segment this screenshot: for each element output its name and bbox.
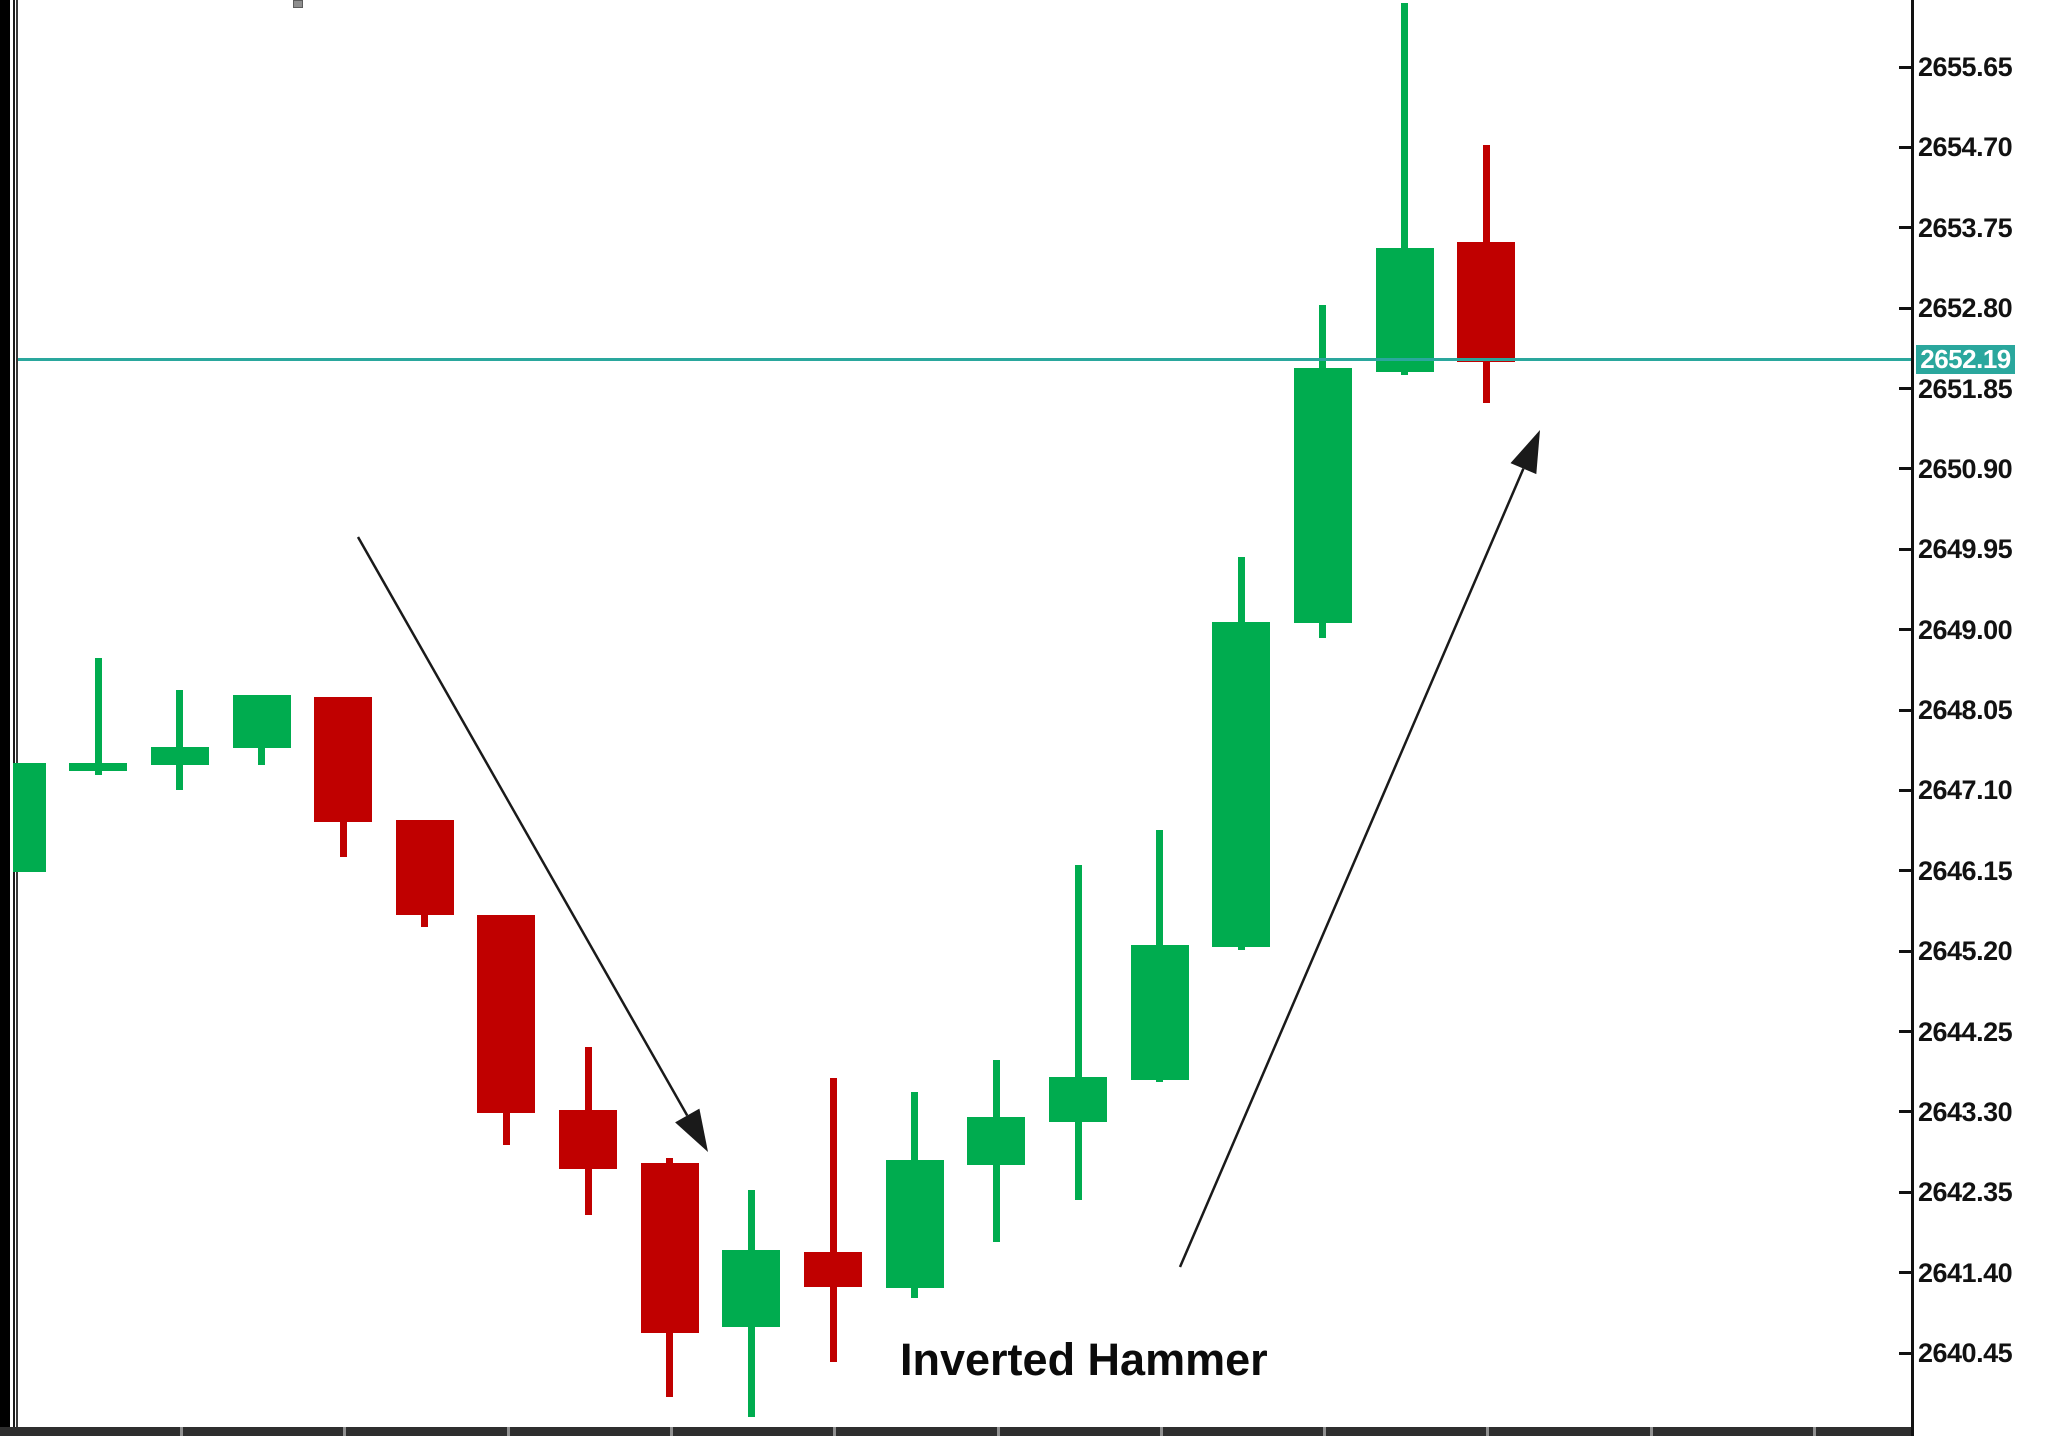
price-tick-dash	[1899, 226, 1912, 230]
uptrend-arrow-line	[1178, 468, 1525, 1268]
price-tick-label: 2654.70	[1918, 132, 2013, 163]
candle-body	[232, 694, 291, 749]
price-tick-dash	[1899, 1110, 1912, 1114]
chart-left-border-bar	[0, 0, 10, 1436]
price-tick-dash	[1899, 788, 1912, 792]
pattern-annotation-label: Inverted Hammer	[900, 1334, 1268, 1385]
candle-wick	[13, 763, 20, 872]
candle-body	[1457, 242, 1516, 363]
price-tick-dash	[1899, 1271, 1912, 1275]
candle-body	[314, 697, 373, 822]
chart-left-border-line-inner	[16, 0, 18, 1436]
candle-body	[559, 1110, 618, 1169]
uptrend-arrow-head	[1510, 430, 1540, 475]
price-tick-dash	[1899, 145, 1912, 149]
current-price-tag: 2652.19	[1916, 344, 2015, 375]
time-axis-notch	[1159, 1427, 1163, 1436]
candle-body	[477, 914, 536, 1113]
time-axis-notch	[343, 1427, 347, 1436]
price-tick-dash	[1899, 467, 1912, 471]
price-tick-label: 2641.40	[1918, 1257, 2013, 1288]
time-axis-notch	[996, 1427, 1000, 1436]
price-tick-label: 2649.00	[1918, 614, 2013, 645]
price-tick-label: 2646.15	[1918, 855, 2013, 886]
price-tick-dash	[1899, 1351, 1912, 1355]
price-tick-dash	[1899, 1030, 1912, 1033]
time-axis-notch	[1649, 1427, 1653, 1436]
price-tick-dash	[1899, 306, 1912, 310]
candle-wick	[1401, 2, 1409, 375]
time-axis-notch	[506, 1427, 510, 1436]
candle-wick	[829, 1078, 837, 1363]
candle-body	[69, 763, 128, 771]
candle-body	[150, 747, 209, 765]
screen-artifact	[293, 0, 303, 8]
price-tick-label: 2650.90	[1918, 453, 2013, 484]
price-tick-label: 2655.65	[1918, 52, 2013, 82]
price-tick-label: 2648.05	[1918, 695, 2013, 725]
time-axis-notch	[669, 1427, 673, 1436]
time-axis-notch	[1323, 1427, 1327, 1436]
time-axis-notch	[1813, 1427, 1816, 1436]
price-tick-label: 2647.10	[1918, 775, 2013, 806]
time-axis	[0, 1427, 1911, 1436]
price-tick-dash	[1899, 1190, 1912, 1194]
price-axis-line	[1911, 0, 1914, 1436]
price-tick-dash	[1899, 547, 1912, 551]
candle-body	[722, 1249, 781, 1327]
price-tick-label: 2649.95	[1918, 534, 2013, 565]
price-tick-dash	[1899, 949, 1912, 953]
price-tick-dash	[1899, 628, 1912, 632]
price-tick-label: 2644.25	[1918, 1016, 2013, 1047]
candle-wick	[94, 658, 102, 776]
candle-body	[967, 1116, 1026, 1166]
price-tick-label: 2642.35	[1918, 1177, 2013, 1208]
candle-wick	[176, 689, 184, 791]
candle-body	[640, 1162, 699, 1333]
time-axis-notch	[180, 1427, 183, 1436]
candle-body	[1130, 945, 1189, 1080]
price-tick-label: 2640.45	[1918, 1338, 2013, 1368]
candle-body	[1375, 248, 1434, 373]
price-tick-dash	[1899, 869, 1912, 873]
downtrend-arrow-line	[356, 536, 689, 1117]
candle-wick	[1074, 864, 1082, 1200]
candle-body	[395, 820, 454, 915]
chart-left-border-line	[13, 0, 15, 1436]
price-tick-label: 2645.20	[1918, 936, 2013, 967]
price-tick-dash	[1899, 387, 1912, 390]
price-tick-dash	[1899, 708, 1912, 712]
candle-body	[18, 763, 46, 872]
candle-body	[804, 1252, 862, 1287]
current-price-line	[18, 358, 1911, 362]
price-tick-label: 2651.85	[1918, 373, 2013, 404]
time-axis-notch	[1486, 1427, 1490, 1436]
downtrend-arrow-head	[675, 1108, 708, 1152]
time-axis-notch	[833, 1427, 837, 1436]
current-price-value: 2652.19	[1920, 344, 2011, 375]
candle-body	[1293, 368, 1352, 623]
price-tick-label: 2643.30	[1918, 1096, 2013, 1127]
price-tick-dash	[1899, 65, 1912, 69]
candle-body	[1049, 1077, 1107, 1122]
candle-body	[885, 1160, 944, 1288]
price-tick-label: 2653.75	[1918, 212, 2013, 243]
price-tick-label: 2652.80	[1918, 293, 2013, 324]
candle-body	[1212, 622, 1271, 947]
